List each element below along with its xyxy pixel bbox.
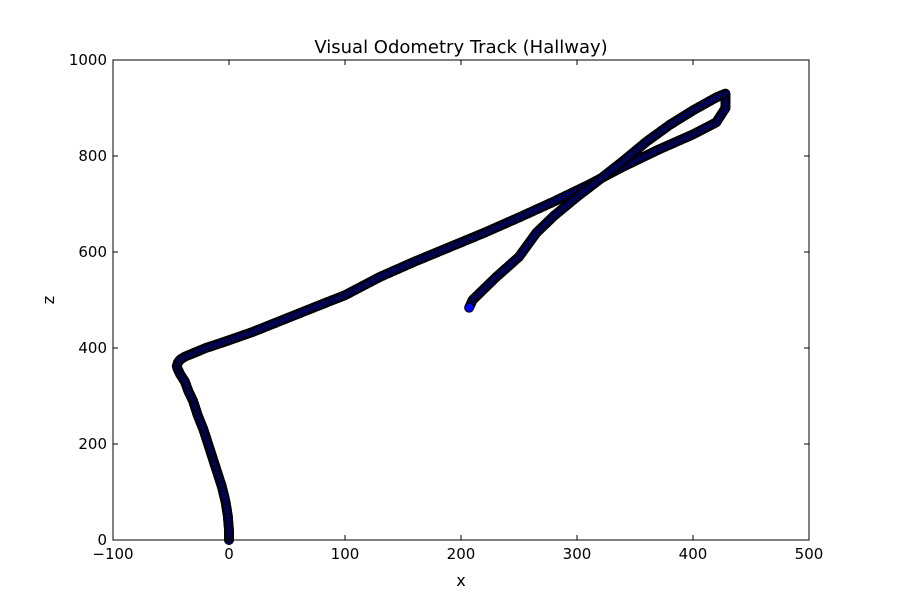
chart-title: Visual Odometry Track (Hallway) <box>314 37 607 58</box>
x-tick-label: 300 <box>563 545 592 563</box>
y-tick-label: 200 <box>78 435 107 453</box>
track-point <box>464 302 475 313</box>
y-tick-label: 0 <box>97 531 107 549</box>
x-tick-label: 100 <box>331 545 360 563</box>
y-tick-label: 1000 <box>69 51 107 69</box>
x-axis: −100 0 100 200 300 400 500 <box>92 60 823 563</box>
plot-background <box>113 60 809 540</box>
x-tick-label: −100 <box>92 545 133 563</box>
x-tick-label: 0 <box>224 545 234 563</box>
y-axis-label: z <box>39 296 58 304</box>
y-axis: 0 200 400 600 800 1000 <box>69 51 809 549</box>
y-tick-label: 600 <box>78 243 107 261</box>
y-tick-label: 400 <box>78 339 107 357</box>
x-tick-label: 400 <box>679 545 708 563</box>
plot-area <box>112 59 810 545</box>
x-tick-label: 200 <box>447 545 476 563</box>
x-axis-label: x <box>456 571 465 590</box>
data-layer <box>171 88 731 545</box>
x-tick-label: 500 <box>795 545 824 563</box>
y-tick-label: 800 <box>78 147 107 165</box>
